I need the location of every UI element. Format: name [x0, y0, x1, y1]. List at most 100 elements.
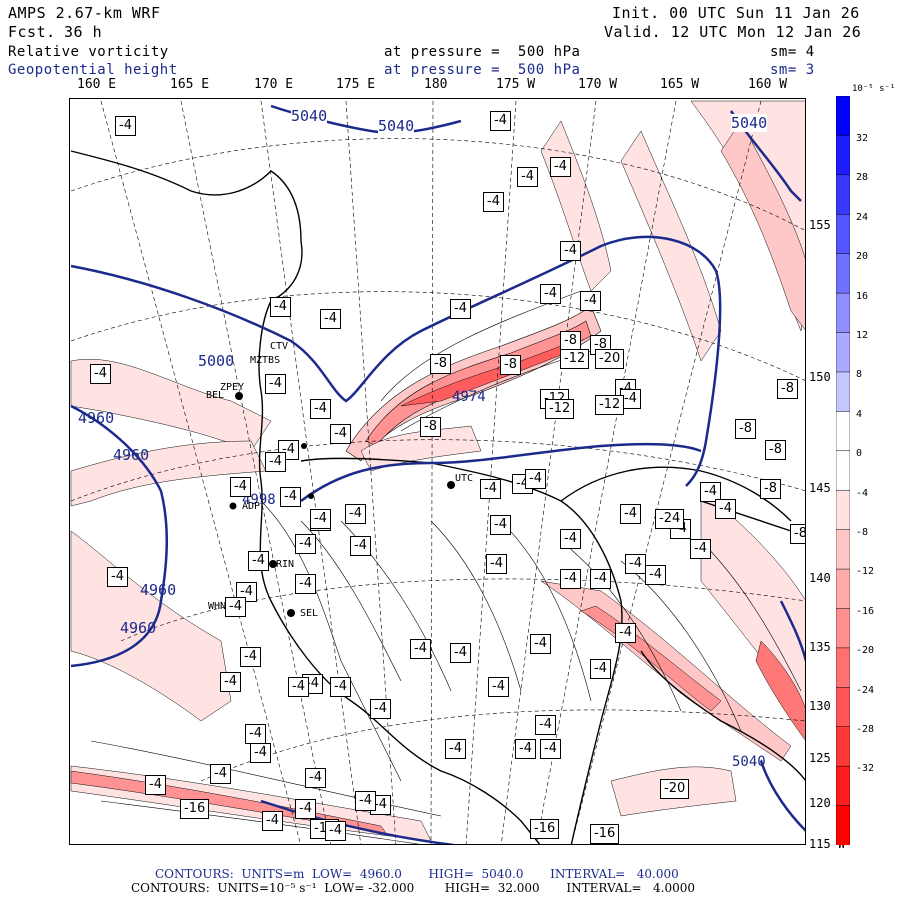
vorticity-contour-label: -20	[660, 779, 690, 799]
station-label: MZTBS	[250, 355, 281, 366]
vorticity-contour-label: -4	[580, 291, 601, 311]
colorbar-segment	[836, 687, 850, 728]
field1-smoothing: sm= 4	[770, 44, 815, 60]
field1-level: at pressure = 500 hPa	[384, 44, 581, 60]
colorbar-tick-label: -16	[856, 605, 875, 617]
footer-vorticity-contours: CONTOURS: UNITS=10⁻⁵ s⁻¹ LOW= -32.000 HI…	[131, 881, 695, 895]
map-panel: 5040 5040 5040 5000 4960 4960 4960 4960 …	[69, 98, 806, 845]
vorticity-contour-label: -4	[210, 764, 231, 784]
vorticity-contour-label: -4	[590, 569, 611, 589]
height-label: 4960	[78, 409, 115, 427]
colorbar-segment	[836, 726, 850, 767]
vorticity-contour-label: -8	[777, 379, 798, 399]
vorticity-contour-label: -4	[480, 479, 501, 499]
vorticity-contour-label: -4	[370, 699, 391, 719]
model-title: AMPS 2.67-km WRF	[8, 4, 161, 22]
vorticity-contour-label: -16	[590, 824, 620, 844]
vorticity-contour-label: -4	[325, 821, 346, 841]
colorbar-tick-label: 4	[856, 408, 863, 420]
colorbar-tick-label: -4	[856, 487, 869, 499]
vorticity-contour-label: -4	[220, 672, 241, 692]
vorticity-contour-label: -4	[330, 677, 351, 697]
colorbar-tick-label: 20	[856, 251, 869, 263]
colorbar-tick-label: -12	[856, 566, 875, 578]
vorticity-contour-label: -4	[483, 192, 504, 212]
height-label: 4974	[452, 389, 486, 405]
height-label: 5040	[732, 754, 766, 770]
field2-name: Geopotential height	[8, 62, 178, 78]
vorticity-contour-label: -12	[560, 349, 590, 369]
vorticity-contour-label: -4	[540, 739, 561, 759]
lon-label: 170 W	[578, 77, 618, 92]
vorticity-contour-label: -4	[350, 536, 371, 556]
coastlines	[70, 150, 805, 844]
height-label: 4960	[120, 619, 157, 637]
vorticity-contour-label: -4	[620, 504, 641, 524]
vorticity-contour-label: -8	[420, 417, 441, 437]
vorticity-contour-label: -4	[245, 724, 266, 744]
colorbar-tick-label: 32	[856, 133, 869, 144]
vorticity-contour-label: -4	[488, 677, 509, 697]
vorticity-contour-label: -4	[295, 574, 316, 594]
vorticity-contour-label: -4	[310, 509, 331, 529]
vorticity-contour-label: -4	[715, 499, 736, 519]
height-contours	[70, 104, 805, 844]
colorbar-tick-label: -32	[856, 763, 875, 775]
colorbar-tick-label: 8	[856, 369, 863, 381]
vorticity-contour-label: -4	[250, 743, 271, 763]
colorbar-segment	[836, 332, 850, 373]
vorticity-contour-label: -4	[515, 739, 536, 759]
height-label: 5000	[198, 352, 235, 370]
vorticity-contour-label: -8	[560, 331, 581, 351]
vorticity-contour-label: -4	[525, 469, 546, 489]
vorticity-contour-label: -4	[625, 554, 646, 574]
vorticity-contour-label: -4	[270, 297, 291, 317]
colorbar-segment	[836, 529, 850, 570]
colorbar	[836, 96, 850, 845]
colorbar-tick-label: 12	[856, 330, 869, 341]
colorbar-segment	[836, 253, 850, 294]
vorticity-contour-label: -4	[517, 167, 538, 187]
vorticity-contour-label: -4	[690, 539, 711, 559]
colorbar-segment	[836, 647, 850, 689]
vorticity-contour-label: -4	[530, 634, 551, 654]
colorbar-tick-label: -8	[856, 527, 869, 538]
vorticity-contour-label: -4	[265, 374, 286, 394]
vorticity-contour-label: -4	[540, 284, 561, 304]
vorticity-contour-label: -4	[295, 534, 316, 554]
vorticity-contour-label: -4	[700, 482, 721, 502]
station-label: ADP	[242, 501, 261, 512]
lon-label: 165 W	[660, 77, 700, 92]
colorbar-segment	[836, 135, 850, 176]
field2-level: at pressure = 500 hPa	[384, 62, 581, 78]
vorticity-contour-label: -8	[765, 440, 786, 460]
vorticity-contour-label: -4	[560, 241, 581, 261]
vorticity-contour-label: -4	[115, 116, 136, 136]
colorbar-segment	[836, 765, 850, 807]
vorticity-contour-label: -8	[500, 355, 521, 375]
height-label: 4960	[113, 446, 150, 464]
vorticity-contour-label: -4	[225, 597, 246, 617]
vorticity-contour-label: -12	[595, 395, 625, 415]
colorbar-segment	[836, 214, 850, 255]
colorbar-tick-label: -28	[856, 724, 875, 735]
colorbar-segment	[836, 371, 850, 413]
station-label: SEL	[300, 608, 319, 619]
station-label: UTC	[455, 473, 474, 484]
vorticity-map	[70, 100, 805, 844]
vorticity-contour-label: -4	[310, 399, 331, 419]
vorticity-contour-label: -4	[615, 623, 636, 643]
colorbar-segment	[836, 411, 850, 452]
colorbar-tick-label: -24	[856, 684, 875, 696]
vorticity-contour-label: -4	[535, 715, 556, 735]
vorticity-contour-label: -24	[655, 509, 685, 529]
station-label: CTV	[270, 341, 289, 352]
colorbar-tick-label: 0	[856, 448, 863, 460]
vorticity-contour-label: -4	[265, 452, 286, 472]
vorticity-contour-label: -16	[530, 819, 560, 839]
colorbar-segment	[836, 96, 850, 137]
station-label: BEL	[206, 390, 225, 401]
vorticity-contour-label: -4	[410, 639, 431, 659]
vorticity-contour-label: -8	[805, 335, 806, 355]
vorticity-contour-label: -4	[90, 364, 111, 384]
